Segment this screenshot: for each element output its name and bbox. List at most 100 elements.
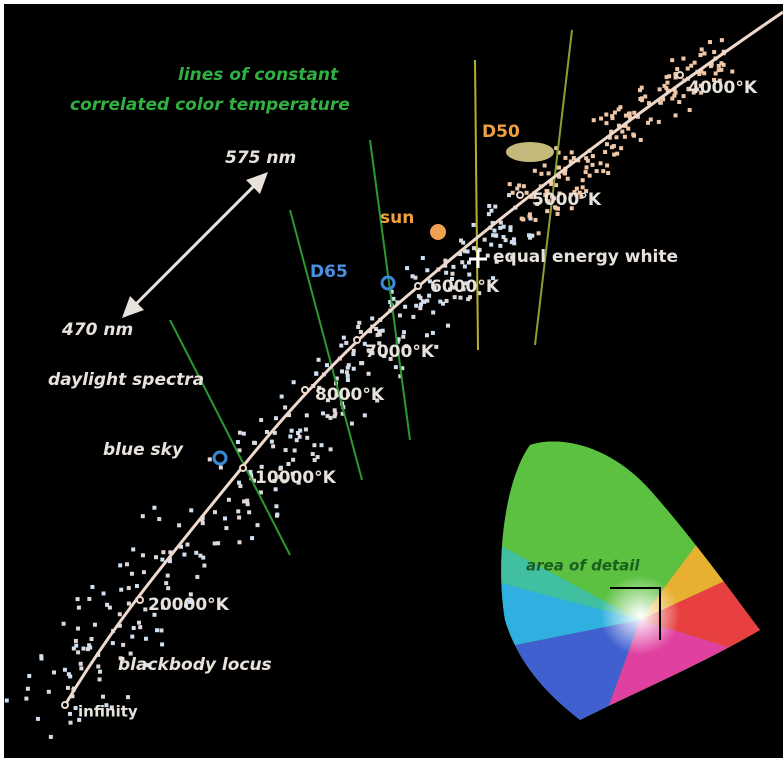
scatter-dot — [665, 81, 669, 85]
scatter-dot — [325, 363, 329, 367]
scatter-dot — [245, 499, 249, 503]
scatter-dot — [632, 111, 636, 115]
illuminant-label: D50 — [482, 122, 520, 142]
illuminant-label: D65 — [310, 262, 348, 282]
temperature-label: 8000°K — [315, 385, 385, 405]
scatter-dot — [527, 233, 531, 237]
scatter-dot — [646, 121, 650, 125]
scatter-dot — [463, 264, 467, 268]
scatter-dot — [547, 171, 551, 175]
scatter-dot — [213, 510, 217, 514]
scatter-dot — [603, 150, 607, 154]
scatter-dot — [195, 575, 199, 579]
scatter-dot — [159, 628, 163, 632]
scatter-dot — [79, 666, 83, 670]
scatter-dot — [160, 642, 164, 646]
scatter-dot — [414, 304, 418, 308]
temperature-label: 7000°K — [365, 342, 435, 362]
scatter-dot — [288, 434, 292, 438]
scatter-dot — [76, 627, 80, 631]
scatter-dot — [135, 584, 139, 588]
scatter-dot — [155, 628, 159, 632]
scatter-dot — [356, 325, 360, 329]
scatter-dot — [137, 621, 141, 625]
scatter-dot — [681, 57, 685, 61]
scatter-dot — [130, 572, 134, 576]
scatter-dot — [252, 441, 256, 445]
scatter-dot — [247, 510, 251, 514]
scatter-dot — [350, 422, 354, 426]
scatter-dot — [280, 395, 284, 399]
scatter-dot — [275, 513, 279, 517]
scatter-dot — [160, 558, 164, 562]
scatter-dot — [472, 223, 476, 227]
scatter-dot — [305, 413, 309, 417]
scatter-dot — [164, 581, 168, 585]
scatter-dot — [69, 721, 73, 725]
scatter-dot — [201, 556, 205, 560]
scatter-dot — [125, 562, 129, 566]
d50-blob — [506, 142, 554, 162]
scatter-dot — [664, 86, 668, 90]
scatter-dot — [627, 112, 631, 116]
scatter-dot — [127, 602, 131, 606]
scatter-dot — [321, 411, 325, 415]
scatter-dot — [570, 150, 574, 154]
scatter-dot — [512, 237, 516, 241]
scatter-dot — [329, 447, 333, 451]
scatter-dot — [344, 341, 348, 345]
scatter-dot — [316, 455, 320, 459]
scatter-dot — [290, 429, 294, 433]
scatter-dot — [121, 643, 125, 647]
scatter-dot — [352, 367, 356, 371]
scatter-dot — [557, 166, 561, 170]
scatter-dot — [599, 161, 603, 165]
scatter-dot — [194, 551, 198, 555]
scatter-dot — [143, 607, 147, 611]
scatter-dot — [639, 138, 643, 142]
scatter-dot — [425, 268, 429, 272]
scatter-dot — [352, 349, 356, 353]
scatter-dot — [311, 452, 315, 456]
scatter-dot — [638, 88, 642, 92]
scatter-dot — [291, 458, 295, 462]
scatter-dot — [563, 156, 567, 160]
scatter-dot — [333, 408, 337, 412]
scatter-dot — [658, 87, 662, 91]
label: blue sky — [103, 440, 184, 460]
scatter-dot — [611, 116, 615, 120]
scatter-dot — [620, 130, 624, 134]
scatter-dot — [96, 664, 100, 668]
scatter-dot — [632, 134, 636, 138]
scatter-dot — [363, 413, 367, 417]
scatter-dot — [238, 431, 242, 435]
scatter-dot — [270, 440, 274, 444]
scatter-dot — [638, 97, 642, 101]
wavelength-label: 470 nm — [61, 320, 133, 340]
wavelength-label: 575 nm — [225, 148, 296, 168]
scatter-dot — [494, 234, 498, 238]
scatter-dot — [444, 271, 448, 275]
scatter-dot — [605, 163, 609, 167]
scatter-dot — [623, 135, 627, 139]
scatter-dot — [101, 695, 105, 699]
locus-point — [517, 192, 523, 198]
scatter-dot — [317, 358, 321, 362]
scatter-dot — [486, 254, 490, 258]
scatter-dot — [62, 622, 66, 626]
figure: lines of constant correlated color tempe… — [0, 0, 783, 758]
scatter-dot — [82, 647, 86, 651]
scatter-dot — [421, 256, 425, 260]
scatter-dot — [487, 212, 491, 216]
scatter-dot — [63, 668, 67, 672]
scatter-dot — [256, 523, 260, 527]
scatter-dot — [370, 316, 374, 320]
scatter-dot — [202, 564, 206, 568]
scatter-dot — [700, 47, 704, 51]
scatter-dot — [296, 431, 300, 435]
scatter-dot — [72, 647, 76, 651]
scatter-dot — [537, 231, 541, 235]
scatter-dot — [403, 305, 407, 309]
scatter-dot — [236, 509, 240, 513]
scatter-dot — [224, 526, 228, 530]
